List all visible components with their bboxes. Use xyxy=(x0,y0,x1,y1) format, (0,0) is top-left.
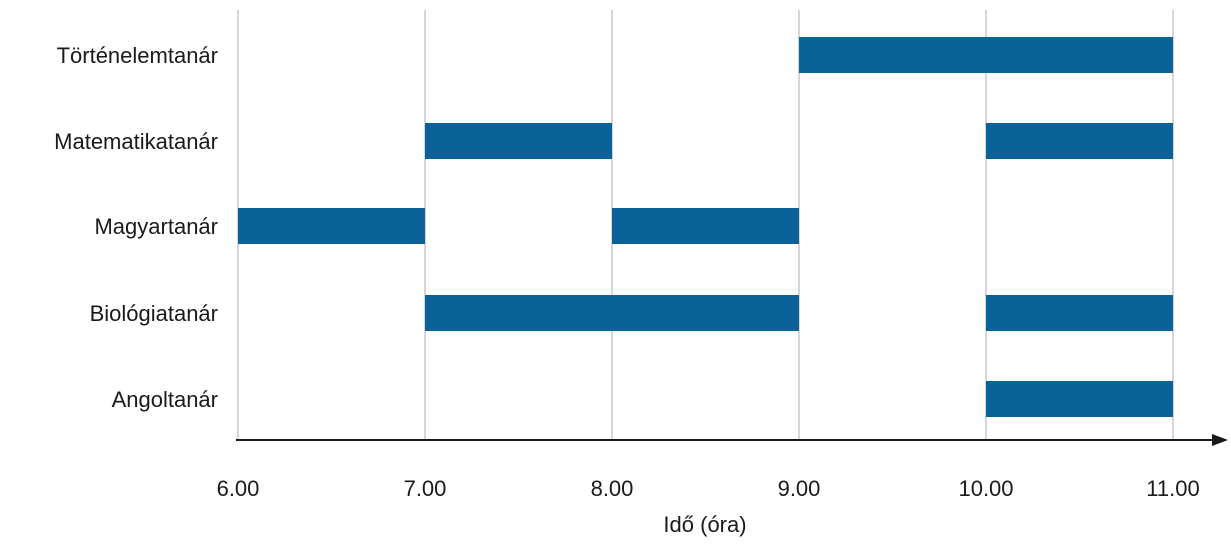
x-tick-label: 11.00 xyxy=(1146,476,1199,501)
gantt-bar xyxy=(986,295,1173,331)
row-label: Magyartanár xyxy=(94,214,218,239)
gantt-bar xyxy=(425,123,612,159)
gantt-bar xyxy=(612,208,799,244)
row-label: Matematikatanár xyxy=(54,129,218,154)
gantt-bar xyxy=(799,37,1173,73)
x-axis xyxy=(236,434,1228,446)
x-tick-label: 8.00 xyxy=(591,476,634,501)
gantt-bar xyxy=(238,208,425,244)
gantt-bar xyxy=(425,295,799,331)
row-labels: Történelemtanár Matematikatanár Magyartaná… xyxy=(54,43,218,412)
x-tick-labels: 6.00 7.00 8.00 9.00 10.00 11.00 xyxy=(217,476,1200,501)
gantt-bar xyxy=(986,123,1173,159)
x-axis-arrow-icon xyxy=(1212,434,1228,446)
x-tick-label: 6.00 xyxy=(217,476,260,501)
gantt-bar xyxy=(986,381,1173,417)
row-label: Angoltanár xyxy=(112,387,218,412)
row-label: Történelemtanár xyxy=(57,43,218,68)
x-tick-label: 9.00 xyxy=(778,476,821,501)
bars-layer xyxy=(238,37,1173,417)
x-axis-title: Idő (óra) xyxy=(663,512,746,537)
x-tick-label: 7.00 xyxy=(404,476,447,501)
row-label: Biológiatanár xyxy=(90,301,218,326)
x-tick-label: 10.00 xyxy=(958,476,1013,501)
